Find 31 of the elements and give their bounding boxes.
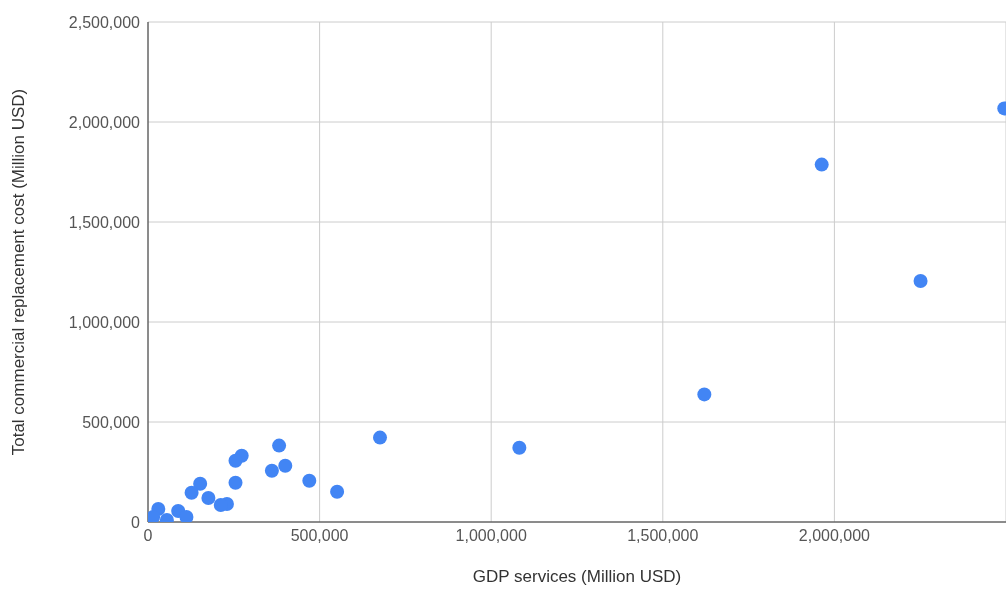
y-tick-label: 2,500,000	[68, 13, 141, 31]
point	[373, 430, 387, 445]
point	[228, 475, 243, 490]
point	[302, 473, 317, 488]
x-tick-label: 0	[143, 527, 153, 545]
y-tick-label: 1,000,000	[68, 313, 141, 331]
y-tick-label: 1,500,000	[68, 213, 141, 231]
y-tick-label: 500,000	[82, 413, 141, 431]
point	[814, 157, 829, 172]
y-tick-label: 2,000,000	[68, 113, 141, 131]
point	[697, 387, 712, 402]
point	[213, 498, 228, 512]
x-axis-title: GDP services (Million USD)	[472, 567, 682, 586]
x-tick-label: 1,000,000	[455, 527, 527, 545]
x-tick-label: 1,500,000	[627, 527, 699, 545]
point	[264, 463, 279, 478]
point	[193, 476, 208, 491]
point	[184, 485, 199, 500]
point	[913, 274, 928, 288]
point	[201, 491, 216, 505]
point	[330, 484, 345, 499]
y-axis-title: Total commercial replacement cost (Million USD)	[9, 88, 29, 456]
x-tick-label: 500,000	[290, 527, 349, 545]
point	[228, 453, 243, 468]
point	[179, 510, 194, 522]
point	[512, 440, 527, 455]
point	[272, 438, 287, 453]
point	[278, 458, 293, 473]
x-tick-label: 2,000,000	[798, 527, 871, 545]
y-tick-label: 0	[131, 513, 141, 531]
point	[148, 510, 161, 522]
